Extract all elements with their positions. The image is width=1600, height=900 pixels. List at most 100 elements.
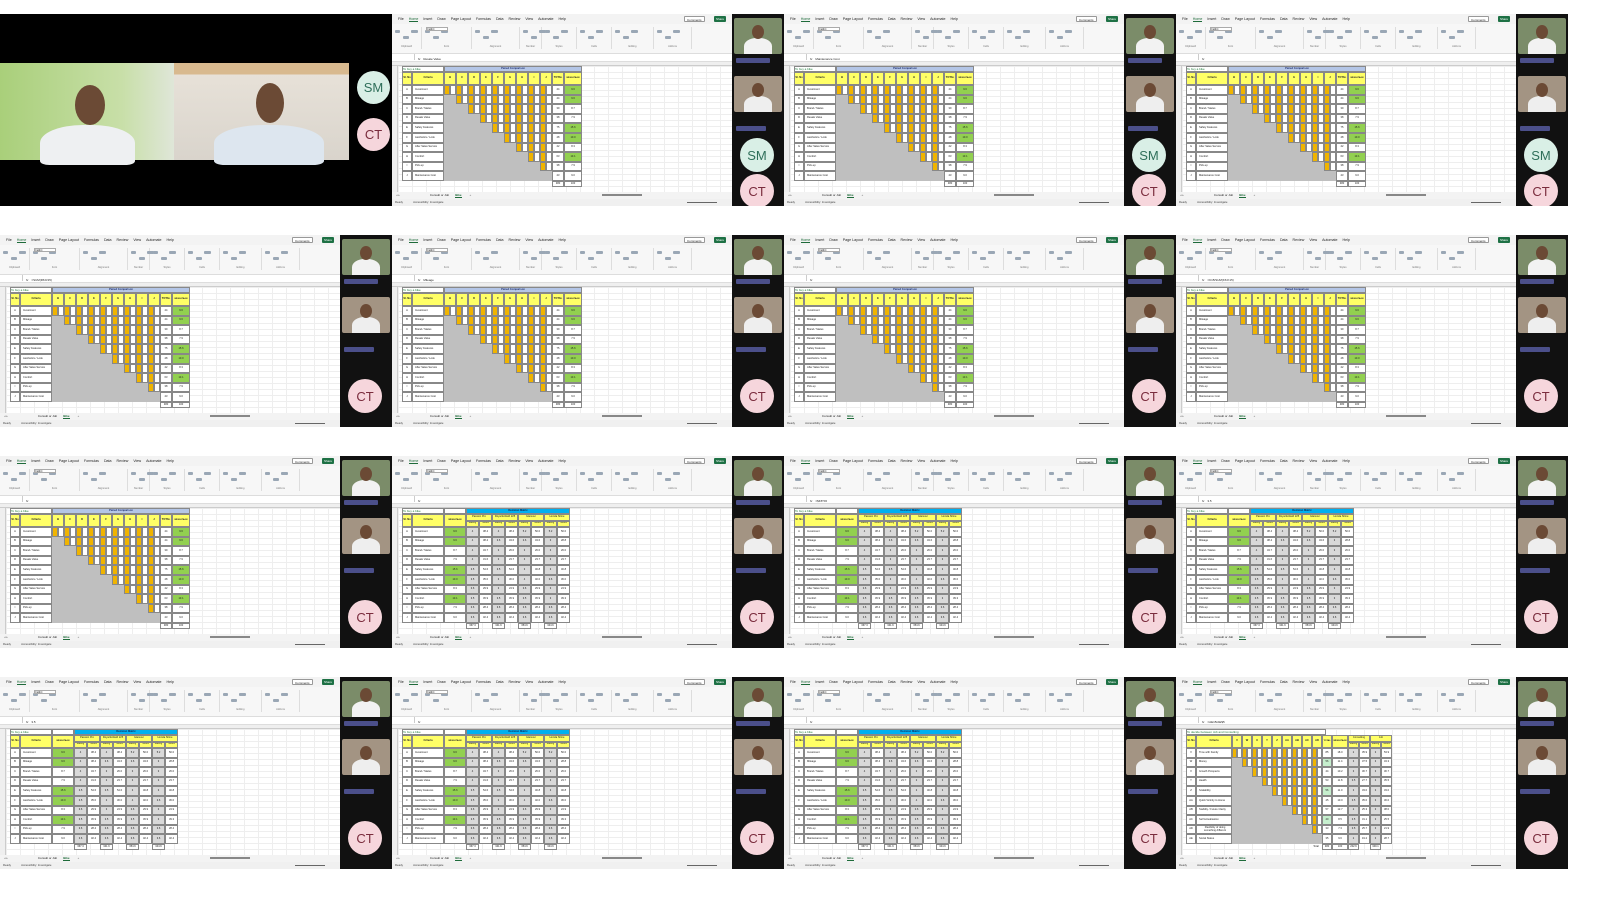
ribbon-control[interactable] [875, 257, 881, 260]
ribbon-control[interactable] [923, 36, 929, 39]
ribbon-control[interactable] [787, 251, 792, 254]
ribbon-tab-home[interactable]: Home [408, 16, 419, 22]
ribbon-tab-home[interactable]: Home [16, 237, 27, 243]
ribbon-control[interactable] [1441, 693, 1446, 696]
formula-bar[interactable]: fx Resale Value [392, 54, 732, 62]
ribbon-tab-data[interactable]: Data [1279, 459, 1288, 463]
share-button[interactable]: Share [1498, 16, 1511, 22]
ribbon-control[interactable] [657, 30, 662, 33]
ribbon-tab-review[interactable]: Review [116, 238, 129, 242]
comments-button[interactable]: Comments [292, 458, 313, 464]
sheet-tab[interactable]: Bike [455, 635, 462, 640]
ribbon-control[interactable] [91, 478, 97, 481]
ribbon-control[interactable] [1407, 257, 1413, 260]
ribbon-control[interactable] [1015, 478, 1021, 481]
ribbon-tab-home[interactable]: Home [1192, 679, 1203, 685]
ribbon-control[interactable] [1457, 30, 1464, 33]
ribbon-control[interactable] [1415, 472, 1422, 475]
ribbon-control[interactable] [1057, 257, 1063, 260]
ribbon-control[interactable] [923, 699, 929, 702]
sheet-tab[interactable]: Bike [63, 856, 70, 861]
ribbon-tab-formulas[interactable]: Formulas [867, 17, 883, 21]
ribbon-tab-data[interactable]: Data [103, 238, 112, 242]
horizontal-scrollbar[interactable] [994, 857, 1034, 859]
scroll-tabs-arrows[interactable]: ◂ ▸ [396, 635, 400, 639]
ribbon-control[interactable] [980, 36, 986, 39]
formula-bar[interactable]: fx [1176, 54, 1516, 62]
name-box[interactable] [787, 54, 807, 60]
ribbon-control[interactable] [1057, 478, 1063, 481]
ribbon-control[interactable] [475, 472, 480, 475]
ribbon-tab-view[interactable]: View [133, 680, 142, 684]
comments-button[interactable]: Comments [684, 458, 705, 464]
name-box[interactable] [395, 54, 415, 60]
share-button[interactable]: Share [714, 16, 727, 22]
ribbon-tab-review[interactable]: Review [116, 459, 129, 463]
ribbon-control[interactable] [523, 472, 528, 475]
zoom-slider[interactable] [295, 865, 325, 866]
comments-button[interactable]: Comments [1468, 458, 1489, 464]
ribbon-tab-formulas[interactable]: Formulas [867, 238, 883, 242]
horizontal-scrollbar[interactable] [1386, 857, 1426, 859]
add-sheet-button[interactable]: + [469, 635, 472, 639]
ribbon-control[interactable] [491, 693, 498, 696]
share-button[interactable]: Share [1106, 237, 1119, 243]
ribbon-control[interactable] [945, 478, 951, 481]
ribbon-control[interactable] [931, 30, 938, 33]
ribbon-control[interactable] [153, 251, 158, 254]
ribbon-control[interactable] [1399, 472, 1404, 475]
ribbon-tab-page-layout[interactable]: Page Layout [842, 459, 863, 463]
ribbon-control[interactable] [561, 251, 568, 254]
ribbon-control[interactable] [475, 251, 480, 254]
comments-button[interactable]: Comments [1076, 237, 1097, 243]
ribbon-control[interactable] [972, 472, 977, 475]
ribbon-control[interactable] [1195, 30, 1202, 33]
ribbon-control[interactable] [803, 251, 810, 254]
ribbon-control[interactable] [539, 30, 546, 33]
ribbon-tab-review[interactable]: Review [900, 17, 913, 21]
ribbon-control[interactable] [1179, 30, 1184, 33]
ribbon-control[interactable] [795, 257, 801, 260]
ribbon-tab-home[interactable]: Home [800, 458, 811, 464]
ribbon-control[interactable] [953, 251, 960, 254]
formula-bar[interactable]: fx 3.5 [0, 717, 340, 725]
ribbon-control[interactable] [491, 30, 498, 33]
ribbon-control[interactable] [1217, 36, 1223, 39]
share-button[interactable]: Share [1106, 458, 1119, 464]
ribbon-tab-review[interactable]: Review [508, 238, 521, 242]
ribbon-tab-insert[interactable]: Insert [815, 459, 825, 463]
ribbon-tab-formulas[interactable]: Formulas [1259, 238, 1275, 242]
ribbon-control[interactable] [1380, 30, 1387, 33]
ribbon-tab-review[interactable]: Review [1292, 459, 1305, 463]
ribbon-control[interactable] [196, 478, 202, 481]
ribbon-control[interactable] [83, 693, 88, 696]
status-accessibility[interactable]: Accessibility: Investigate [1197, 863, 1228, 867]
comments-button[interactable]: Comments [684, 16, 705, 22]
ribbon-control[interactable] [1449, 36, 1455, 39]
ribbon-tab-review[interactable]: Review [900, 459, 913, 463]
sheet-tab[interactable]: Bike [455, 414, 462, 419]
ribbon-control[interactable] [1065, 251, 1072, 254]
ribbon-tab-draw[interactable]: Draw [829, 459, 838, 463]
add-sheet-button[interactable]: + [861, 635, 864, 639]
zoom-slider[interactable] [1079, 865, 1109, 866]
ribbon-tab-draw[interactable]: Draw [1221, 459, 1230, 463]
comments-button[interactable]: Comments [292, 679, 313, 685]
font-name-box[interactable]: Calibri [1210, 690, 1232, 694]
ribbon-control[interactable] [1407, 36, 1413, 39]
ribbon-tab-automate[interactable]: Automate [538, 17, 554, 21]
ribbon-control[interactable] [3, 472, 8, 475]
zoom-slider[interactable] [295, 423, 325, 424]
ribbon-control[interactable] [915, 251, 920, 254]
ribbon-control[interactable] [188, 472, 193, 475]
ribbon-tab-formulas[interactable]: Formulas [475, 17, 491, 21]
ribbon-tab-data[interactable]: Data [1279, 680, 1288, 684]
ribbon-control[interactable] [931, 251, 938, 254]
scroll-tabs-arrows[interactable]: ◂ ▸ [396, 856, 400, 860]
ribbon-control[interactable] [988, 693, 995, 696]
ribbon-tab-help[interactable]: Help [1342, 459, 1350, 463]
sheet-tab[interactable]: Bike [63, 414, 70, 419]
ribbon-tab-draw[interactable]: Draw [829, 238, 838, 242]
ribbon-control[interactable] [580, 251, 585, 254]
ribbon-control[interactable] [1015, 36, 1021, 39]
